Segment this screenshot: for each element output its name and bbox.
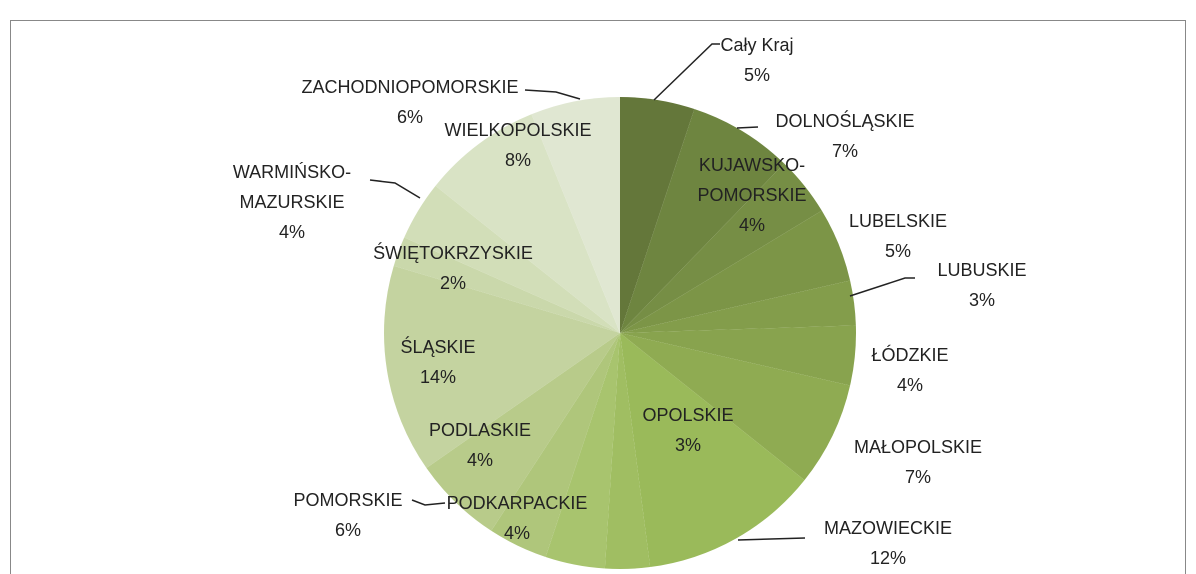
pie-slice bbox=[620, 97, 695, 333]
pie-slice bbox=[491, 333, 620, 557]
slice-label: MAZOWIECKIE 12% bbox=[803, 513, 973, 573]
pie-slice bbox=[620, 163, 822, 333]
value-label: 5% bbox=[743, 65, 770, 85]
category-label: WARMIŃSKO-MAZURSKIE bbox=[232, 162, 352, 212]
pie-slice bbox=[620, 333, 851, 481]
value-label: 4% bbox=[278, 222, 305, 242]
pie-slice bbox=[384, 265, 620, 469]
value-label: 7% bbox=[904, 467, 931, 487]
value-label: 7% bbox=[831, 141, 858, 161]
category-label: ŚLĄSKIE bbox=[400, 337, 476, 357]
slice-label: ZACHODNIOPOMORSKIE 6% bbox=[296, 72, 524, 132]
category-label: ZACHODNIOPOMORSKIE bbox=[301, 77, 519, 97]
value-label: 8% bbox=[504, 150, 531, 170]
category-label: KUJAWSKO-POMORSKIE bbox=[697, 155, 807, 205]
pie-slice bbox=[620, 109, 785, 333]
slice-label: PODLASKIE 4% bbox=[400, 415, 560, 475]
category-label: PODLASKIE bbox=[428, 420, 532, 440]
slice-label: LUBELSKIE 5% bbox=[828, 206, 968, 266]
value-label: 6% bbox=[334, 520, 361, 540]
category-label: MAŁOPOLSKIE bbox=[853, 437, 983, 457]
value-label: 12% bbox=[869, 548, 907, 568]
pie-slice bbox=[604, 333, 651, 569]
value-label: 3% bbox=[674, 435, 701, 455]
slice-label: MAŁOPOLSKIE 7% bbox=[833, 432, 1003, 492]
value-label: 4% bbox=[503, 523, 530, 543]
slice-label: WIELKOPOLSKIE 8% bbox=[418, 115, 618, 175]
value-label: 14% bbox=[419, 367, 457, 387]
slice-label: ŁÓDZKIE 4% bbox=[850, 340, 970, 400]
category-label: LUBUSKIE bbox=[937, 260, 1027, 280]
slice-label: LUBUSKIE 3% bbox=[922, 255, 1042, 315]
pie-slice bbox=[620, 280, 856, 333]
value-label: 2% bbox=[439, 273, 466, 293]
category-label: WIELKOPOLSKIE bbox=[444, 120, 592, 140]
category-label: OPOLSKIE bbox=[642, 405, 734, 425]
slice-label: ŚWIĘTOKRZYSKIE 2% bbox=[348, 238, 558, 298]
slice-label: Cały Kraj 5% bbox=[692, 30, 822, 90]
slice-label: DOLNOŚLĄSKIE 7% bbox=[755, 106, 935, 166]
pie-slice bbox=[620, 333, 805, 568]
pie-slice bbox=[545, 333, 620, 569]
pie-slice bbox=[426, 333, 620, 531]
category-label: ŁÓDZKIE bbox=[871, 345, 949, 365]
category-label: Cały Kraj bbox=[720, 35, 794, 55]
value-label: 4% bbox=[896, 375, 923, 395]
value-label: 3% bbox=[968, 290, 995, 310]
pie-slice bbox=[620, 210, 851, 333]
category-label: PODKARPACKIE bbox=[446, 493, 588, 513]
leader-lines bbox=[369, 43, 915, 541]
category-label: MAZOWIECKIE bbox=[823, 518, 952, 538]
slice-label: OPOLSKIE 3% bbox=[618, 400, 758, 460]
slice-label: WARMIŃSKO-MAZURSKIE 4% bbox=[212, 157, 372, 247]
pie-slice bbox=[393, 237, 620, 333]
pie-slice bbox=[435, 114, 620, 333]
pie-slice bbox=[531, 97, 620, 333]
slice-label: POMORSKIE 6% bbox=[278, 485, 418, 545]
slice-label: KUJAWSKO-POMORSKIE 4% bbox=[692, 150, 812, 240]
category-label: DOLNOŚLĄSKIE bbox=[775, 111, 915, 131]
value-label: 4% bbox=[466, 450, 493, 470]
value-label: 6% bbox=[396, 107, 423, 127]
category-label: ŚWIĘTOKRZYSKIE bbox=[373, 243, 533, 263]
pie-slice bbox=[620, 325, 856, 386]
pie-slice bbox=[404, 185, 620, 333]
category-label: POMORSKIE bbox=[293, 490, 403, 510]
category-label: LUBELSKIE bbox=[848, 211, 948, 231]
value-label: 5% bbox=[884, 241, 911, 261]
slice-label: PODKARPACKIE 4% bbox=[422, 488, 612, 548]
slices bbox=[384, 97, 856, 569]
value-label: 4% bbox=[738, 215, 765, 235]
slice-label: ŚLĄSKIE 14% bbox=[378, 332, 498, 392]
